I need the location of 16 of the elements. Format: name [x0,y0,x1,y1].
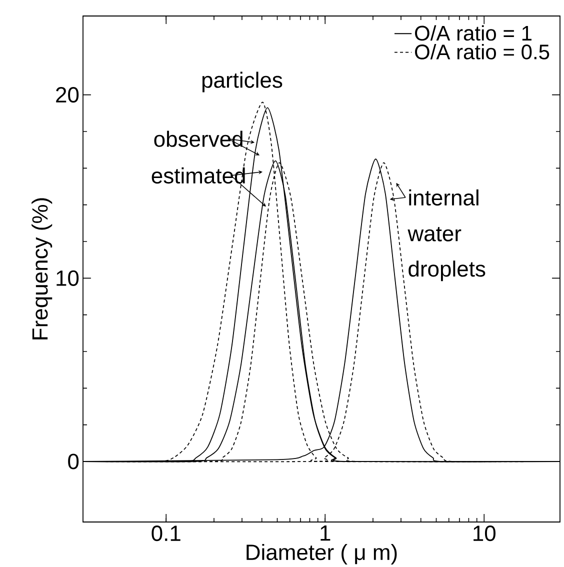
y-axis-title: Frequency (%) [32,198,52,340]
annotation: estimated [152,167,245,184]
annotation: internal [409,189,478,206]
x-axis-title: Diameter ( μ m) [246,544,397,564]
legend-label: O/A ratio = 0.5 [415,44,550,60]
annotation: droplets [408,260,486,282]
annotation: particles [202,72,282,92]
annotation: water [408,226,462,242]
legend-label: O/A ratio = 1 [415,25,532,41]
y-tick-label: 10 [56,270,79,286]
x-tick-label: 1 [320,526,330,541]
y-tick-label: 20 [56,87,79,103]
annotation: observed [154,130,242,147]
y-tick-label: 0 [68,454,79,470]
x-tick-label: 10 [474,526,496,542]
x-tick-label: 0.1 [152,526,180,542]
